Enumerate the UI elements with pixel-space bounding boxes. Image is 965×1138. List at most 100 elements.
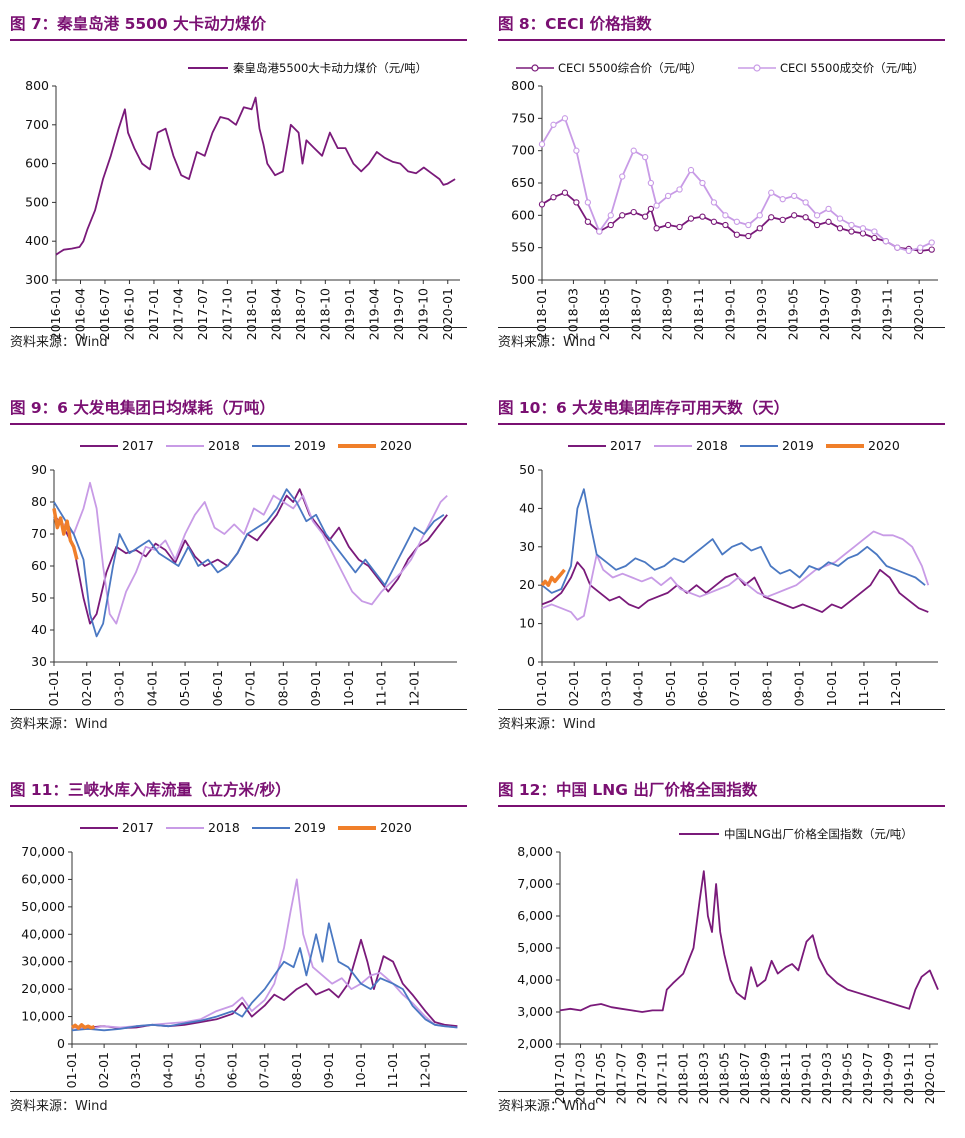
y-tick-label: 30 (31, 654, 47, 669)
y-tick-label: 20,000 (21, 981, 65, 996)
x-tick-label: 03-01 (128, 1052, 143, 1088)
x-tick-label: 01-01 (46, 670, 61, 706)
legend-label: CECI 5500成交价（元/吨） (780, 61, 924, 75)
series-point (619, 212, 626, 219)
x-tick-label: 2017-07 (614, 1052, 629, 1104)
x-tick-label: 07-01 (243, 670, 258, 706)
series-point (647, 179, 655, 187)
x-tick-label: 08-01 (759, 670, 774, 706)
x-tick-label: 2018-09 (757, 1052, 772, 1104)
x-tick-label: 02-01 (96, 1052, 111, 1088)
series-point (550, 121, 557, 128)
title-rule (10, 423, 467, 425)
x-tick-label: 09-01 (321, 1052, 336, 1088)
series-point (584, 218, 591, 225)
series-line-3 (52, 508, 79, 561)
legend-label: 2019 (782, 438, 814, 453)
y-tick-label: 80 (31, 494, 47, 509)
x-tick-label: 11-01 (385, 1052, 400, 1088)
series-point (768, 189, 775, 196)
series-point (733, 218, 741, 225)
x-tick-label: 2019-01 (342, 288, 357, 340)
chart-fig11: 0 10,000 20,000 30,000 40,000 50,000 60,000 70,… (21, 820, 467, 1088)
x-tick-label: 2019-11 (880, 288, 895, 340)
series-point (745, 221, 752, 229)
series-point (573, 147, 580, 154)
y-tick-label: 0 (527, 654, 535, 669)
x-tick-label: 2018-07 (737, 1052, 752, 1104)
title-rule (10, 39, 467, 41)
x-tick-label: 2018-11 (778, 1052, 793, 1104)
x-tick-label: 10-01 (353, 1052, 368, 1088)
x-tick-label: 10-01 (824, 670, 839, 706)
series-point (653, 202, 660, 209)
series-point (813, 221, 821, 229)
y-tick-label: 10,000 (21, 1009, 65, 1024)
chart-title: 图 12：中国 LNG 出厂价格全国指数 (498, 781, 758, 799)
x-tick-label: 11-01 (856, 670, 871, 706)
x-tick-label: 2016-10 (121, 288, 136, 340)
y-tick-label: 10 (519, 616, 535, 631)
series-point (722, 221, 729, 229)
title-rule (498, 39, 945, 41)
panel-fig12: 图 12：中国 LNG 出厂价格全国指数 2,000 3,000 4,000 5,00… (498, 778, 965, 1138)
x-tick-label: 2019-10 (415, 288, 430, 340)
y-tick-label: 650 (511, 175, 535, 190)
panel-fig9: 图 9：6 大发电集团日均煤耗（万吨） 30 40 50 60 70 80 90 01-01 0… (10, 396, 480, 756)
x-tick-label: 06-01 (225, 1052, 240, 1088)
x-tick-label: 12-01 (406, 670, 421, 706)
y-tick-label: 70 (31, 526, 47, 541)
legend-label: 2019 (294, 820, 326, 835)
legend-label: CECI 5500综合价（元/吨） (558, 61, 702, 75)
y-tick-label: 40 (31, 622, 47, 637)
x-tick-label: 04-01 (144, 670, 159, 706)
series-point (779, 216, 786, 224)
x-tick-label: 2018-05 (597, 288, 612, 340)
x-tick-label: 2020-01 (911, 288, 926, 340)
series-point (813, 212, 821, 219)
series-point (538, 201, 546, 208)
source-note: 资料来源：Wind (10, 1099, 108, 1114)
series-line-1 (53, 481, 448, 625)
legend-label: 2020 (868, 438, 900, 453)
series-point (573, 199, 580, 206)
series-point (836, 225, 844, 232)
series-point (596, 228, 603, 235)
series-point (642, 153, 649, 161)
x-tick-label: 08-01 (275, 670, 290, 706)
series-point (676, 186, 683, 193)
x-tick-label: 02-01 (79, 670, 94, 706)
legend-label: 2018 (696, 438, 728, 453)
y-tick-label: 6,000 (517, 908, 553, 923)
x-tick-label: 2018-01 (244, 288, 259, 340)
series-point (653, 225, 660, 232)
series-point (756, 225, 763, 232)
series-point (859, 230, 867, 237)
y-tick-label: 2,000 (517, 1036, 553, 1051)
series-point (756, 212, 763, 219)
x-tick-label: 2019-07 (391, 288, 406, 340)
series-point (917, 244, 924, 251)
x-tick-label: 01-01 (534, 670, 549, 706)
series-line-0 (71, 938, 458, 1029)
y-tick-label: 30 (519, 539, 535, 554)
y-tick-label: 60 (31, 558, 47, 573)
x-tick-label: 2019-05 (785, 288, 800, 340)
y-tick-label: 70,000 (21, 844, 65, 859)
x-tick-label: 2019-11 (901, 1052, 916, 1104)
y-tick-label: 3,000 (517, 1004, 553, 1019)
y-tick-label: 800 (25, 78, 49, 93)
legend-label: 2019 (294, 438, 326, 453)
y-tick-label: 60,000 (21, 871, 65, 886)
x-tick-label: 2020-01 (440, 288, 455, 340)
series-point (630, 208, 637, 216)
source-note: 资料来源：Wind (10, 335, 108, 350)
bottom-rule (498, 709, 945, 710)
series-point (710, 199, 718, 206)
x-tick-label: 03-01 (112, 670, 127, 706)
bottom-rule (498, 1091, 945, 1092)
series-point (647, 205, 655, 213)
series-point (871, 228, 878, 235)
series-point (791, 192, 798, 200)
series-point (745, 232, 752, 240)
